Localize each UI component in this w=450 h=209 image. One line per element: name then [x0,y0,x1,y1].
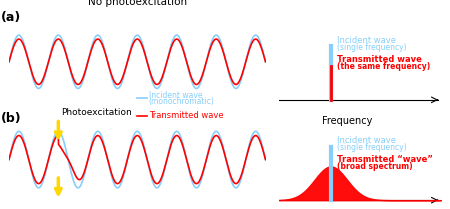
Text: Transmitted wave: Transmitted wave [338,55,422,64]
Text: Frequency: Frequency [322,116,372,126]
Text: (single frequency): (single frequency) [338,143,407,152]
Text: Incident wave: Incident wave [338,136,396,145]
Text: Incident wave: Incident wave [148,92,202,101]
Text: (monochromatic): (monochromatic) [148,97,215,106]
Text: (single frequency): (single frequency) [338,43,407,52]
Text: (a): (a) [1,11,22,24]
Text: (broad spectrum): (broad spectrum) [338,162,413,171]
Text: Incident wave: Incident wave [338,36,396,45]
Text: Photoexcitation: Photoexcitation [61,108,131,117]
Text: No photoexcitation: No photoexcitation [88,0,187,7]
Text: Transmitted wave: Transmitted wave [148,111,223,120]
Text: (the same frequency): (the same frequency) [338,62,431,71]
Text: (b): (b) [1,112,22,125]
Text: Transmitted “wave”: Transmitted “wave” [338,155,433,164]
